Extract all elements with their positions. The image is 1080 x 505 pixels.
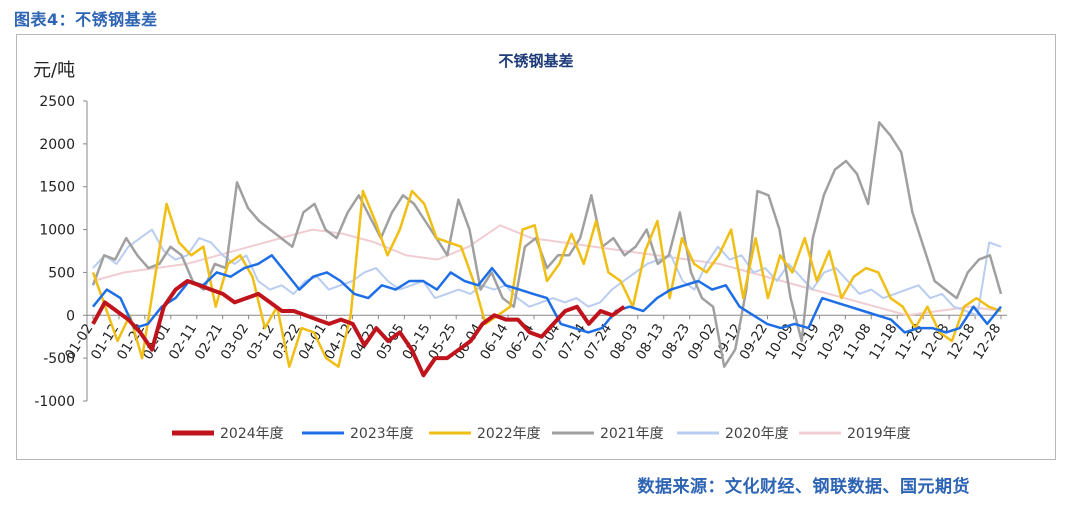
series-lines	[91, 121, 1003, 378]
basis-line-chart: 不锈钢基差 元/吨 -1000-50005001000150020002500 …	[33, 52, 1007, 442]
series-line-2024年度	[91, 279, 626, 378]
y-axis: -1000 -500 0 500 1000 1500 2000 2500	[34, 94, 88, 410]
y-tick-label: 2500	[39, 94, 75, 110]
y-tick-label: 500	[48, 265, 75, 281]
chart-title: 不锈钢基差	[498, 52, 573, 70]
x-tick-label: 12-28	[970, 321, 1004, 363]
y-tick-label: -1000	[34, 394, 75, 410]
y-tick-label: 1500	[39, 180, 75, 196]
source-note: 数据来源：文化财经、钢联数据、国元期货	[637, 477, 970, 497]
legend-label: 2023年度	[350, 426, 414, 442]
y-tick-label: 0	[66, 308, 75, 324]
legend: 2024年度 2023年度 2022年度 2021年度 2020年度 2019年度	[172, 426, 911, 442]
series-line-2019年度	[92, 224, 1002, 317]
legend-label: 2019年度	[847, 426, 911, 442]
legend-label: 2021年度	[600, 426, 664, 442]
legend-label: 2022年度	[477, 426, 541, 442]
y-tick-label: 1000	[39, 223, 75, 239]
series-line-2023年度	[92, 254, 1002, 334]
y-axis-label: 元/吨	[33, 60, 75, 81]
series-line-2022年度	[91, 189, 1002, 368]
chart-frame: 不锈钢基差 元/吨 -1000 -500 0 500 1000 1500 2000 2500 …	[16, 34, 1056, 460]
x-axis: 01-0201-1201-2202-0102-1102-2103-0203-12…	[62, 314, 1007, 363]
legend-label: 2020年度	[725, 426, 789, 442]
figure-caption: 图表4：不锈钢基差	[14, 10, 158, 29]
series-line-2021年度	[91, 121, 1003, 368]
y-tick-label: -500	[43, 351, 75, 367]
legend-label: 2024年度	[220, 426, 284, 442]
y-tick-label: 2000	[39, 137, 75, 153]
